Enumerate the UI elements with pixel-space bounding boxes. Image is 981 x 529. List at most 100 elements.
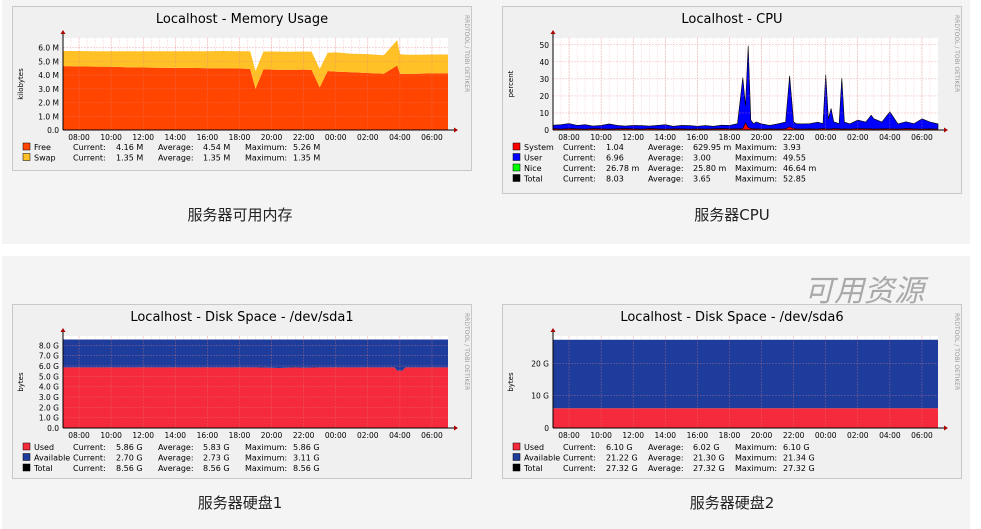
x-axis-arrow <box>944 127 948 133</box>
rrdtool-label: RRDTOOL / TOBI OETIKER <box>953 313 960 390</box>
y-tick-label: 0 <box>544 424 549 433</box>
area-used <box>63 367 448 428</box>
legend-value: 5.86 G <box>293 443 320 452</box>
legend-value: 629.95 m <box>693 143 732 152</box>
x-tick-label: 06:00 <box>911 431 933 440</box>
legend-name: Swap <box>34 154 56 163</box>
cpu-chart: Localhost - CPU RRDTOOL / TOBI OETIKER per… <box>507 12 960 184</box>
x-tick-label: 22:00 <box>293 133 315 142</box>
x-tick-label: 04:00 <box>879 133 901 142</box>
x-tick-label: 08:00 <box>558 431 580 440</box>
legend-value: 21.34 G <box>783 454 815 463</box>
legend-value: 3.65 <box>693 175 711 184</box>
legend-col-label: Maximum: <box>245 143 287 152</box>
legend-value: 1.04 <box>606 143 624 152</box>
legend-col-label: Current: <box>563 454 596 463</box>
legend-name: Used <box>524 443 544 452</box>
legend-swatch-total <box>22 463 31 472</box>
y-tick-label: 20 G <box>531 359 549 368</box>
y-axis-label: bytes <box>507 372 515 392</box>
disk-sda6-graph: Localhost - Disk Space - /dev/sda6 RRDTOO… <box>502 304 962 479</box>
x-tick-label: 12:00 <box>622 133 644 142</box>
legend-col-label: Average: <box>158 443 194 452</box>
y-tick-label: 2.0 M <box>38 99 59 108</box>
legend-value: 5.83 G <box>203 443 230 452</box>
x-tick-label: 02:00 <box>357 133 379 142</box>
area-available <box>553 339 938 409</box>
y-axis-arrow <box>60 30 66 34</box>
legend-col-label: Maximum: <box>735 443 777 452</box>
legend-value: 5.26 M <box>293 143 320 152</box>
x-tick-label: 06:00 <box>911 133 933 142</box>
legend-col-label: Average: <box>648 464 684 473</box>
legend-col-label: Average: <box>158 154 194 163</box>
x-tick-label: 14:00 <box>164 133 186 142</box>
x-tick-label: 00:00 <box>325 431 347 440</box>
caption-disk2: 服务器硬盘2 <box>689 494 775 512</box>
legend-value: 8.56 G <box>293 464 320 473</box>
y-tick-label: 3.0 G <box>39 393 59 402</box>
legend-col-label: Current: <box>73 154 106 163</box>
x-tick-label: 02:00 <box>847 431 869 440</box>
area-user <box>552 45 939 130</box>
area-system <box>553 122 938 130</box>
x-tick-label: 02:00 <box>847 133 869 142</box>
x-tick-label: 14:00 <box>164 431 186 440</box>
legend-value: 52.85 <box>783 175 806 184</box>
legend-name: Total <box>33 464 53 473</box>
legend-value: 3.93 <box>783 143 801 152</box>
y-axis-label: bytes <box>17 372 25 392</box>
x-tick-label: 02:00 <box>357 431 379 440</box>
legend-col-label: Average: <box>648 164 684 173</box>
x-tick-label: 20:00 <box>751 431 773 440</box>
x-tick-label: 14:00 <box>654 431 676 440</box>
legend-name: Available <box>34 454 70 463</box>
y-tick-label: 6.0 G <box>39 362 59 371</box>
legend-col-label: Maximum: <box>735 464 777 473</box>
legend-value: 5.86 G <box>116 443 143 452</box>
legend-value: 6.10 G <box>783 443 810 452</box>
legend-value: 6.02 G <box>693 443 720 452</box>
legend-value: 8.56 G <box>203 464 230 473</box>
x-tick-label: 16:00 <box>197 133 219 142</box>
y-tick-label: 7.0 G <box>39 352 59 361</box>
x-axis-arrow <box>454 425 458 431</box>
x-tick-label: 00:00 <box>325 133 347 142</box>
legend-col-label: Current: <box>73 464 106 473</box>
y-axis-arrow <box>60 328 66 332</box>
legend-col-label: Current: <box>563 164 596 173</box>
area-swap <box>63 40 448 89</box>
legend-col-label: Maximum: <box>245 454 287 463</box>
legend-col-label: Current: <box>563 175 596 184</box>
x-tick-label: 14:00 <box>654 133 676 142</box>
legend-value: 2.70 G <box>116 454 143 463</box>
x-tick-label: 04:00 <box>389 133 411 142</box>
legend-col-label: Average: <box>158 143 194 152</box>
x-tick-label: 08:00 <box>558 133 580 142</box>
legend-col-label: Current: <box>563 154 596 163</box>
legend-col-label: Maximum: <box>245 443 287 452</box>
legend-value: 27.32 G <box>783 464 815 473</box>
legend-col-label: Current: <box>563 443 596 452</box>
x-tick-label: 00:00 <box>815 431 837 440</box>
y-tick-label: 5.0 M <box>38 57 59 66</box>
legend-value: 4.54 M <box>203 143 230 152</box>
x-tick-label: 10:00 <box>590 133 612 142</box>
legend-value: 25.80 m <box>693 164 726 173</box>
y-tick-label: 30 <box>539 75 549 84</box>
caption-cpu: 服务器CPU <box>694 206 770 224</box>
x-tick-label: 12:00 <box>132 133 154 142</box>
y-tick-label: 6.0 M <box>38 44 59 53</box>
legend-swatch-total <box>512 463 521 472</box>
legend-value: 46.64 m <box>783 164 816 173</box>
chart-title: Localhost - Disk Space - /dev/sda6 <box>620 310 843 325</box>
x-tick-label: 10:00 <box>100 133 122 142</box>
y-tick-label: 0 <box>544 126 549 135</box>
legend-col-label: Average: <box>648 443 684 452</box>
y-tick-label: 2.0 G <box>39 403 59 412</box>
legend-col-label: Average: <box>158 464 194 473</box>
legend-swatch-used <box>512 442 521 451</box>
x-tick-label: 16:00 <box>197 431 219 440</box>
legend-swatch-total <box>512 174 521 182</box>
legend-value: 8.03 <box>606 175 624 184</box>
